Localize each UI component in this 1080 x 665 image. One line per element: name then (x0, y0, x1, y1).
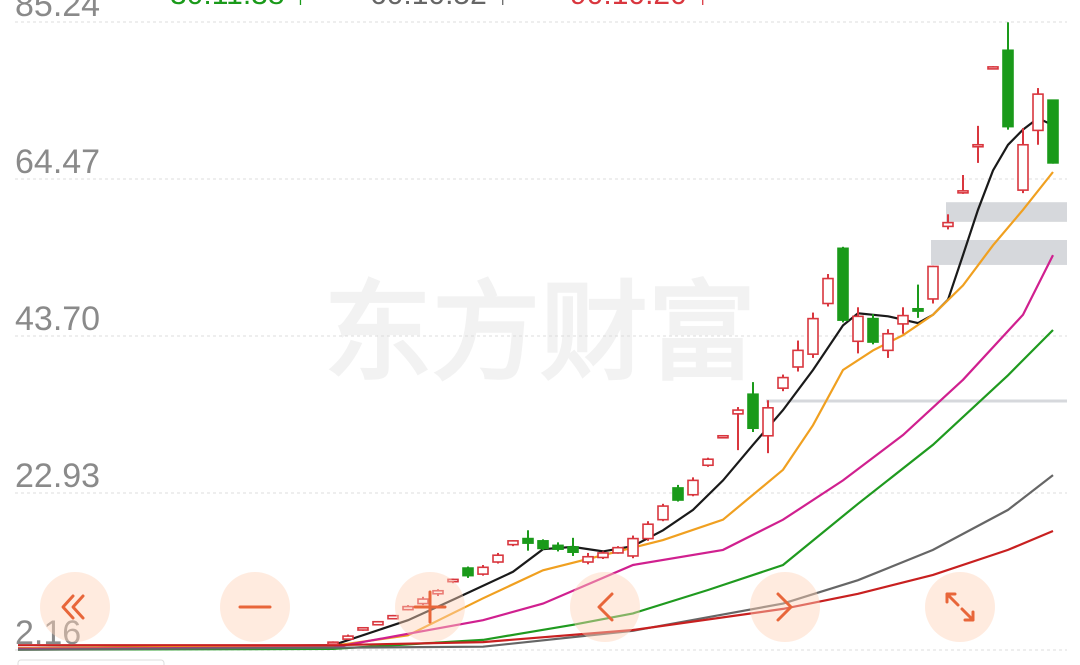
candle-body (402, 605, 414, 611)
candles (327, 22, 1059, 645)
candle-body (327, 641, 339, 645)
candle-body (642, 523, 654, 540)
zoom-out-button[interactable] (220, 572, 290, 642)
fullscreen-button[interactable] (925, 572, 995, 642)
y-tick-label: 43.70 (15, 300, 100, 338)
candle-body (387, 614, 399, 620)
candle-body (372, 620, 384, 626)
candle-body (447, 578, 459, 583)
zoom-in-button[interactable] (395, 572, 465, 642)
candle-body (417, 598, 429, 605)
candle-body (717, 434, 729, 439)
scroll-right-button[interactable] (750, 572, 820, 642)
candle-body (492, 554, 504, 563)
candle-body (462, 567, 474, 577)
candle-body (1032, 93, 1044, 132)
ma-line (17, 117, 1054, 650)
ma-readout: 60:10.52 ↑ (370, 0, 510, 11)
ma-line (17, 171, 1054, 650)
candle-body (612, 546, 624, 554)
candle-body (927, 265, 939, 300)
candle-body (552, 544, 564, 550)
candle-body (477, 566, 489, 575)
candle-body (567, 546, 579, 553)
ma-readouts: 30:11.38 ↑ 60:10.52 ↑ 90:10.20 ↑ (170, 0, 710, 11)
candle-body (702, 458, 714, 467)
candle-body (537, 540, 549, 550)
candle-body (1047, 99, 1059, 164)
candle-body (732, 409, 744, 415)
candle-body (342, 635, 354, 640)
candle-body (882, 332, 894, 352)
candle-body (672, 487, 684, 501)
ma-readout: 90:10.20 ↑ (570, 0, 710, 11)
controls (40, 572, 995, 642)
price-zone (766, 399, 1067, 403)
watermark: 东方财富 (324, 271, 756, 396)
candle-body (747, 393, 759, 430)
candle-body (522, 537, 534, 544)
candle-body (597, 552, 609, 559)
y-tick-label: 22.93 (15, 457, 100, 495)
ma-readout: 30:11.38 ↑ (170, 0, 308, 11)
candle-body (912, 307, 924, 312)
candle-body (807, 317, 819, 355)
y-tick-label: 2.16 (15, 614, 81, 652)
y-tick-label: 64.47 (15, 143, 100, 181)
scroll-left-button[interactable] (570, 572, 640, 642)
candle-body (822, 277, 834, 305)
price-zone (946, 202, 1067, 222)
candle-body (1017, 143, 1029, 191)
candle-body (357, 626, 369, 631)
candle-body (852, 315, 864, 343)
candle-body (837, 247, 849, 321)
zoom-back-button[interactable] (40, 572, 110, 642)
candle-body (762, 407, 774, 437)
price-zone (931, 240, 1067, 265)
bottom-tab (17, 659, 165, 665)
candle-body (897, 314, 909, 325)
candle-body (1002, 49, 1014, 128)
candle-body (627, 537, 639, 557)
ma-line (18, 529, 1054, 647)
candle-body (792, 349, 804, 368)
candle-body (687, 479, 699, 496)
candle-body (957, 190, 969, 194)
candle-body (582, 555, 594, 563)
labels: 85.24 64.47 43.70 22.93 2.16 (15, 0, 100, 652)
candle-body (507, 540, 519, 546)
candle-body (987, 66, 999, 70)
y-tick-label: 85.24 (15, 0, 100, 24)
candle-body (657, 505, 669, 521)
candle-body (432, 589, 444, 595)
candle-body (867, 317, 879, 343)
candle-body (777, 376, 789, 389)
candle-body (972, 143, 984, 148)
ma-lines (17, 117, 1054, 651)
ma-line (17, 474, 1054, 651)
candle-body (942, 221, 954, 228)
ma-line (17, 254, 1054, 650)
